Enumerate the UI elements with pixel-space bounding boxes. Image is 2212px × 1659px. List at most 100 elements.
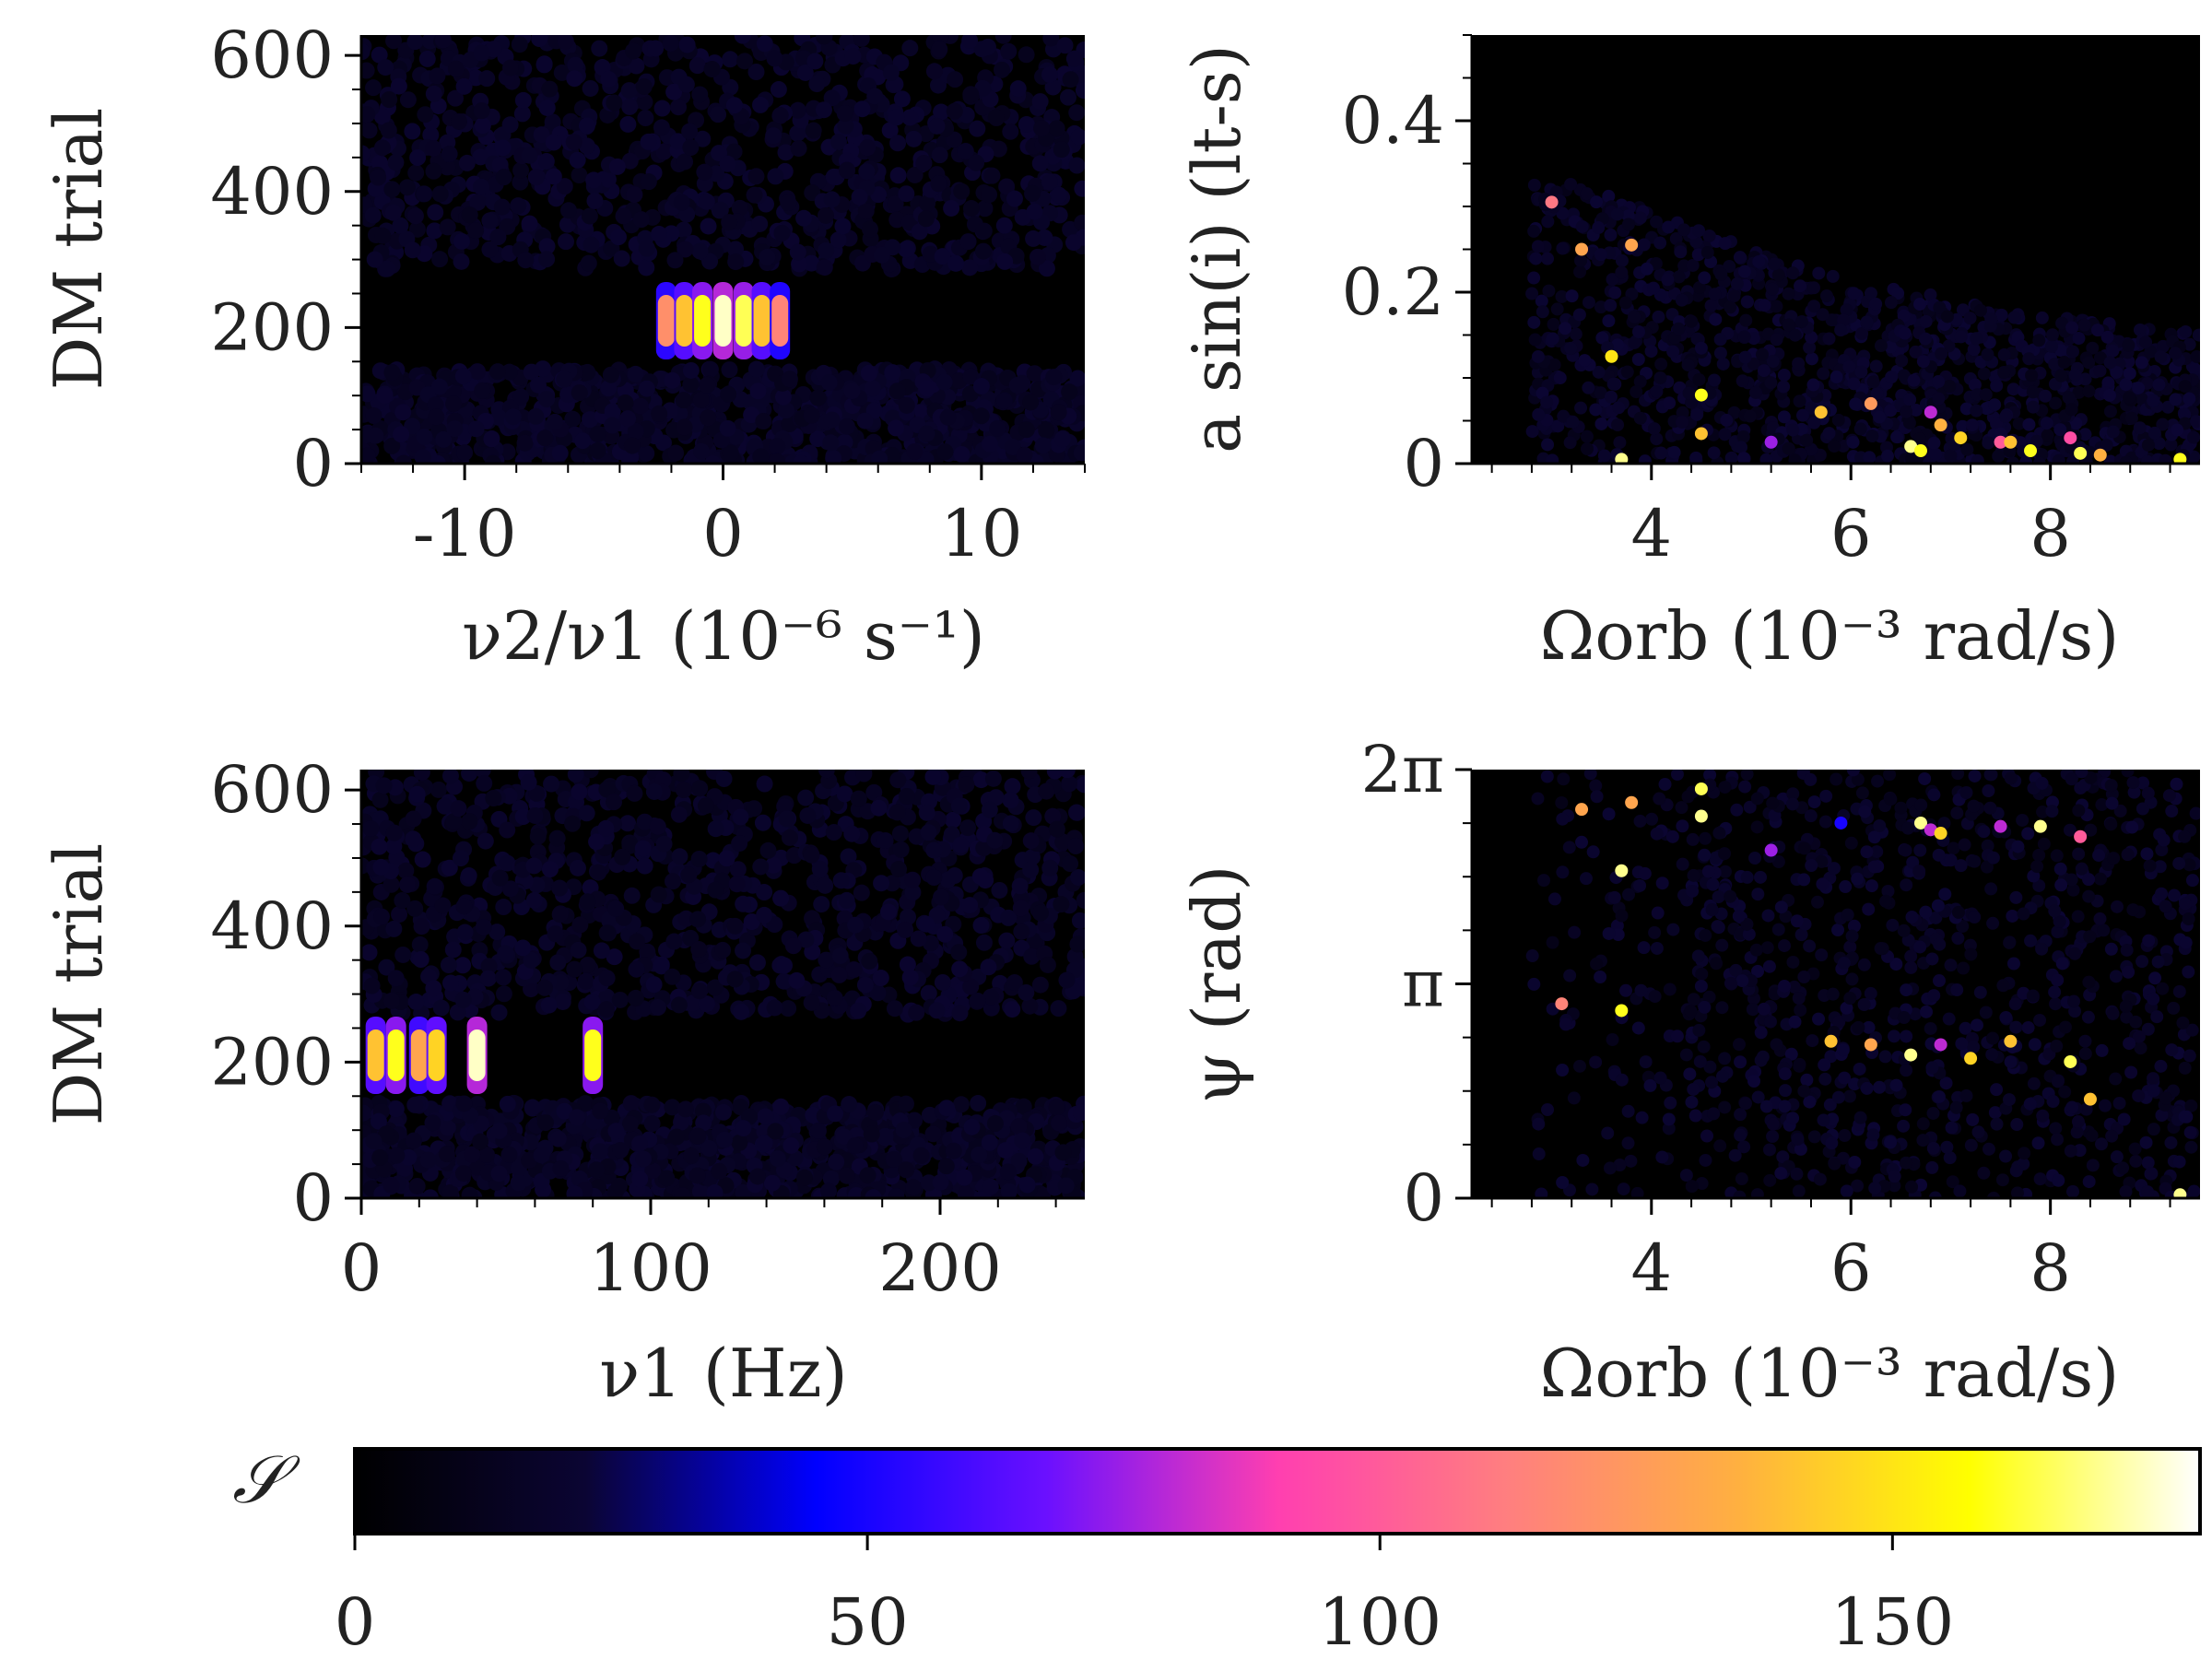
- background-point: [790, 140, 807, 158]
- background-point: [864, 380, 881, 397]
- background-point: [1967, 343, 1981, 357]
- background-point: [901, 40, 919, 57]
- hot-column: [387, 1030, 405, 1081]
- background-point: [905, 1179, 923, 1196]
- background-point: [778, 402, 795, 419]
- background-point: [1542, 284, 1556, 298]
- background-point: [1714, 267, 1728, 281]
- background-point: [2123, 391, 2136, 405]
- background-point: [665, 83, 683, 100]
- background-point: [981, 186, 998, 204]
- background-point: [556, 178, 573, 195]
- background-point: [1582, 381, 1595, 394]
- background-point: [828, 1153, 845, 1171]
- x-tick-label: 10: [940, 496, 1022, 571]
- background-point: [2026, 385, 2040, 399]
- background-point: [846, 1136, 864, 1154]
- background-point: [523, 951, 540, 969]
- background-point: [1840, 303, 1853, 317]
- background-point: [987, 109, 1005, 126]
- background-point: [804, 943, 821, 960]
- background-point: [1068, 804, 1085, 821]
- background-point: [2190, 349, 2200, 363]
- background-point: [1602, 189, 1616, 203]
- background-point: [743, 406, 760, 424]
- background-point: [458, 154, 476, 171]
- background-point: [1631, 352, 1645, 366]
- background-point: [570, 941, 587, 959]
- background-point: [2064, 441, 2077, 454]
- background-point: [698, 193, 715, 210]
- background-point: [882, 64, 900, 81]
- background-point: [1758, 299, 1771, 312]
- data-point: [1924, 406, 1937, 419]
- background-point: [361, 385, 376, 403]
- background-point: [2052, 453, 2065, 464]
- background-point: [413, 770, 430, 781]
- background-point: [873, 875, 890, 892]
- background-point: [1022, 861, 1040, 878]
- background-point: [545, 168, 562, 185]
- background-point: [607, 1123, 625, 1140]
- background-point: [975, 934, 993, 951]
- background-point: [517, 252, 535, 269]
- background-point: [495, 985, 512, 1003]
- background-point: [399, 91, 417, 109]
- background-point: [1628, 335, 1641, 349]
- background-point: [2054, 369, 2068, 382]
- background-point: [781, 371, 798, 388]
- background-point: [673, 194, 690, 211]
- background-point: [411, 935, 429, 953]
- background-point: [640, 133, 657, 150]
- background-point: [1970, 332, 1983, 346]
- background-point: [636, 813, 653, 830]
- background-point: [700, 218, 717, 235]
- background-point: [2026, 400, 2040, 414]
- background-point: [585, 171, 603, 189]
- background-point: [365, 407, 382, 425]
- background-point: [485, 790, 502, 807]
- background-point: [1990, 379, 2004, 393]
- background-point: [1805, 401, 1818, 415]
- background-point: [2152, 437, 2166, 451]
- background-point: [733, 1003, 750, 1020]
- background-point: [1803, 341, 1817, 355]
- background-point: [425, 980, 442, 997]
- background-point: [684, 994, 701, 1012]
- background-point: [731, 835, 748, 853]
- background-point: [1574, 253, 1588, 267]
- background-point: [1572, 308, 1586, 322]
- background-point: [904, 871, 922, 888]
- background-point: [454, 957, 472, 974]
- background-point: [844, 48, 862, 65]
- background-point: [999, 1163, 1017, 1181]
- background-point: [996, 253, 1014, 270]
- background-point: [591, 1143, 608, 1160]
- background-point: [1045, 369, 1063, 386]
- background-point: [478, 1146, 496, 1163]
- background-point: [526, 806, 544, 824]
- background-point: [1611, 338, 1625, 352]
- background-point: [1842, 359, 1856, 373]
- background-point: [680, 866, 698, 884]
- background-point: [412, 951, 429, 969]
- background-point: [1676, 406, 1689, 419]
- background-point: [1023, 848, 1041, 865]
- background-point: [388, 1147, 406, 1164]
- background-point: [662, 35, 679, 53]
- data-point: [2024, 444, 2038, 458]
- background-point: [1050, 186, 1067, 204]
- background-point: [906, 166, 924, 183]
- background-point: [1828, 440, 1841, 453]
- background-point: [474, 117, 491, 135]
- background-point: [2100, 330, 2114, 344]
- background-point: [591, 40, 608, 57]
- background-point: [1006, 190, 1023, 207]
- background-point: [577, 1095, 594, 1112]
- background-point: [690, 850, 708, 867]
- background-point: [818, 951, 835, 969]
- background-point: [796, 64, 814, 81]
- background-point: [747, 168, 765, 185]
- background-point: [899, 956, 916, 973]
- background-point: [2101, 376, 2115, 390]
